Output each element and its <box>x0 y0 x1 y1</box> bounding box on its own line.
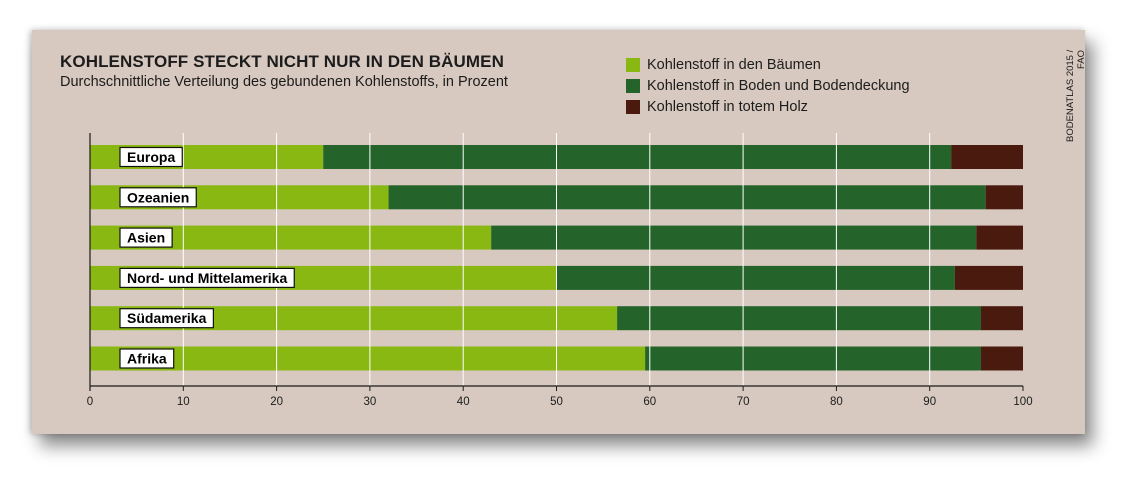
bar-segment-soil-3 <box>491 225 977 250</box>
labels-layer: Europa Ozeanien Asien Nord- und Mittelameri… <box>119 146 295 369</box>
legend-item-soil: Kohlenstoff in Boden und Bodendeckung <box>626 75 910 96</box>
bar-segment-deadwood-3 <box>976 225 1023 250</box>
category-label-text-5: Südamerika <box>127 310 207 326</box>
x-tick-label-80: 80 <box>830 396 843 408</box>
category-label-3: Asien <box>119 227 173 248</box>
legend: Kohlenstoff in den Bäumen Kohlenstoff in… <box>626 54 910 117</box>
category-label-box-3 <box>119 227 173 248</box>
x-tick-label-70: 70 <box>737 396 750 408</box>
bar-segment-deadwood-6 <box>981 346 1023 371</box>
category-label-box-2 <box>119 187 197 208</box>
legend-item-trees: Kohlenstoff in den Bäumen <box>626 54 910 75</box>
x-tick-label-90: 90 <box>923 396 936 408</box>
x-axis: 0 10 20 30 40 50 60 70 80 90 100 <box>87 133 1033 408</box>
bar-segment-deadwood-5 <box>981 306 1023 331</box>
category-label-text-1: Europa <box>127 149 175 165</box>
category-label-text-2: Ozeanien <box>127 189 189 205</box>
bar-segment-soil-4 <box>556 265 955 290</box>
legend-label-trees: Kohlenstoff in den Bäumen <box>647 56 821 73</box>
bar-segment-trees-6 <box>90 346 646 371</box>
category-label-6: Afrika <box>119 348 175 369</box>
chart-subtitle: Durchschnittliche Verteilung des gebunde… <box>60 74 508 90</box>
grid-layer <box>182 133 931 386</box>
bar-segment-deadwood-2 <box>985 185 1023 210</box>
category-label-text-4: Nord- und Mittelamerika <box>127 270 287 286</box>
category-label-box-6 <box>119 348 175 369</box>
legend-swatch-trees <box>626 57 640 72</box>
x-tick-label-10: 10 <box>177 396 190 408</box>
x-tick-label-100: 100 <box>1013 396 1032 408</box>
x-tick-label-0: 0 <box>87 396 93 408</box>
bar-segment-deadwood-4 <box>954 265 1023 290</box>
legend-label-deadwood: Kohlenstoff in totem Holz <box>647 98 808 115</box>
x-tick-label-40: 40 <box>457 396 470 408</box>
chart-title: KOHLENSTOFF STECKT NICHT NUR IN DEN BÄUM… <box>60 52 504 71</box>
category-label-1: Europa <box>119 146 183 168</box>
legend-swatch-deadwood <box>626 99 640 114</box>
chart-card: KOHLENSTOFF STECKT NICHT NUR IN DEN BÄUM… <box>32 30 1087 434</box>
legend-swatch-soil <box>626 78 640 93</box>
x-tick-label-50: 50 <box>550 396 563 408</box>
category-label-4: Nord- und Mittelamerika <box>119 267 295 288</box>
category-label-box-4 <box>119 267 295 288</box>
category-label-text-3: Asien <box>127 230 165 246</box>
bar-segment-soil-5 <box>617 306 982 331</box>
legend-item-deadwood: Kohlenstoff in totem Holz <box>626 96 910 117</box>
bar-segment-soil-2 <box>388 185 986 210</box>
category-label-box-5 <box>119 308 214 329</box>
chart-plot: Europa Ozeanien Asien Nord- und Mittelameri… <box>87 133 1033 408</box>
category-label-5: Südamerika <box>119 308 214 329</box>
bar-segment-soil-6 <box>645 346 982 371</box>
x-tick-label-60: 60 <box>643 396 656 408</box>
legend-label-soil: Kohlenstoff in Boden und Bodendeckung <box>647 77 910 94</box>
bar-segment-soil-1 <box>323 145 952 169</box>
bar-segment-deadwood-1 <box>951 145 1023 169</box>
category-label-2: Ozeanien <box>119 187 197 208</box>
category-label-text-6: Afrika <box>127 351 167 367</box>
x-tick-label-20: 20 <box>270 396 283 408</box>
x-tick-label-30: 30 <box>364 396 377 408</box>
category-label-box-1 <box>119 146 183 168</box>
